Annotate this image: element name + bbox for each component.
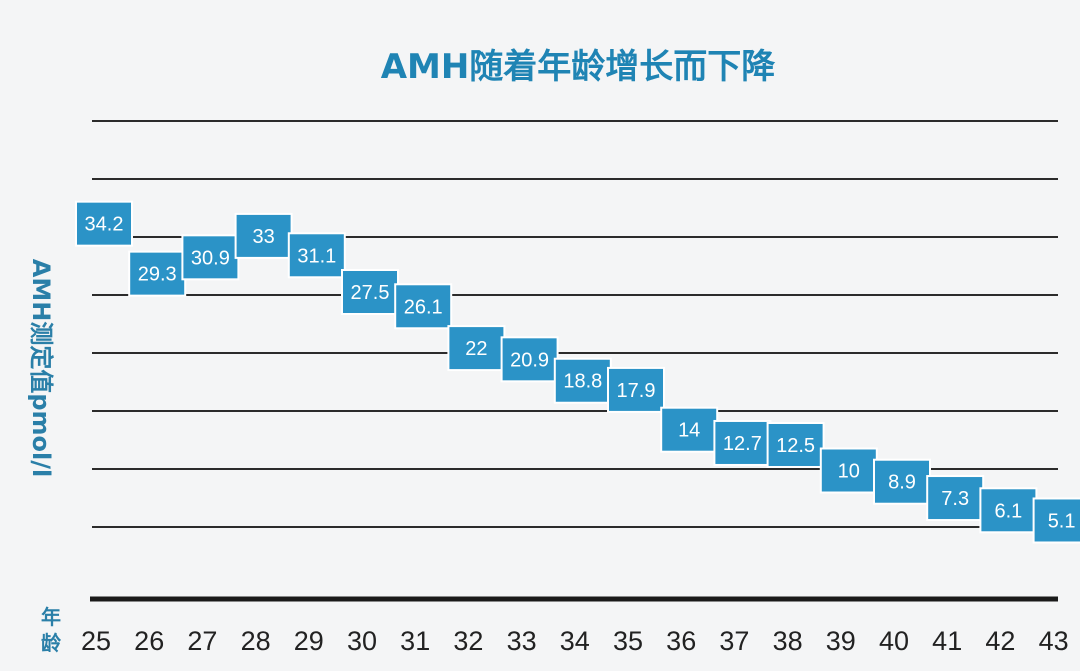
x-tick-labels: 25 26 27 28 29 30 31 32 33 34 35 36 37 38 39 40 41 42 43 (81, 626, 1069, 656)
data-point: 18.8 (553, 357, 612, 404)
data-markers: 34.2 29.3 30.9 33 31.1 27.5 26.1 22 20.9 18.8 17.9… (75, 200, 1080, 544)
x-tick-label: 37 (719, 626, 749, 656)
data-marker (394, 283, 453, 330)
data-marker (766, 422, 825, 468)
data-label: 20.9 (510, 349, 549, 371)
x-tick-label: 33 (507, 626, 537, 656)
data-marker (75, 200, 133, 247)
x-tick-label: 36 (666, 626, 696, 656)
data-point: 33 (234, 212, 293, 259)
data-marker (713, 419, 772, 466)
data-marker (607, 366, 665, 413)
x-tick-label: 38 (773, 626, 803, 656)
data-marker (234, 212, 293, 259)
data-marker (926, 475, 985, 522)
data-point: 29.3 (128, 250, 187, 297)
data-marker (873, 458, 931, 505)
data-label: 7.3 (941, 488, 969, 510)
data-label: 14 (678, 420, 700, 442)
data-point: 26.1 (394, 283, 453, 330)
x-tick-label: 40 (879, 626, 909, 656)
data-label: 17.9 (617, 380, 656, 402)
x-tick-label: 26 (134, 626, 164, 656)
x-tick-label: 42 (985, 626, 1015, 656)
data-point: 7.3 (926, 475, 985, 522)
data-label: 34.2 (85, 214, 124, 236)
data-point: 8.9 (873, 458, 931, 505)
data-label: 5.1 (1048, 510, 1076, 532)
data-label: 10 (838, 461, 860, 483)
data-label: 29.3 (138, 264, 177, 286)
x-axis-label-bottom: 龄 (41, 631, 62, 655)
x-tick-label: 30 (347, 626, 377, 656)
y-axis-label: AMH测定值pmol/l (27, 259, 55, 477)
x-tick-label: 29 (294, 626, 324, 656)
data-label: 31.1 (297, 245, 336, 267)
data-label: 22 (465, 338, 487, 360)
data-point: 10 (819, 447, 878, 494)
x-tick-label: 25 (81, 626, 111, 656)
x-tick-label: 31 (400, 626, 430, 656)
x-axis-label-top: 年 (41, 605, 61, 629)
x-tick-label: 27 (187, 626, 217, 656)
data-marker (1032, 497, 1080, 544)
data-marker (181, 234, 240, 281)
data-point: 12.5 (766, 422, 825, 468)
data-point: 17.9 (607, 366, 665, 413)
x-tick-label: 34 (560, 626, 590, 656)
data-label: 27.5 (351, 282, 390, 304)
data-point: 12.7 (713, 419, 772, 466)
data-point: 5.1 (1032, 497, 1080, 544)
x-tick-label: 39 (826, 626, 856, 656)
data-point: 20.9 (500, 336, 559, 383)
data-label: 12.7 (723, 433, 762, 455)
x-tick-label: 35 (613, 626, 643, 656)
data-marker (979, 487, 1038, 534)
data-marker (287, 232, 346, 279)
data-point: 27.5 (341, 269, 399, 315)
data-marker (128, 250, 187, 297)
data-marker (553, 357, 612, 404)
data-label: 26.1 (404, 296, 443, 318)
data-label: 6.1 (994, 500, 1022, 522)
data-label: 12.5 (776, 435, 815, 457)
data-point: 14 (660, 406, 719, 453)
data-point: 34.2 (75, 200, 133, 247)
x-tick-label: 43 (1039, 626, 1069, 656)
x-tick-label: 41 (932, 626, 962, 656)
data-point: 30.9 (181, 234, 240, 281)
x-tick-label: 28 (241, 626, 271, 656)
x-tick-label: 32 (453, 626, 483, 656)
data-point: 6.1 (979, 487, 1038, 534)
data-label: 33 (252, 226, 274, 248)
chart-title: AMH随着年龄增长而下降 (381, 47, 777, 87)
data-marker (341, 269, 399, 315)
data-label: 30.9 (191, 247, 230, 269)
data-label: 8.9 (888, 472, 916, 494)
data-point: 22 (447, 325, 506, 372)
data-label: 18.8 (563, 371, 602, 393)
data-point: 31.1 (287, 232, 346, 279)
data-marker (500, 336, 559, 383)
